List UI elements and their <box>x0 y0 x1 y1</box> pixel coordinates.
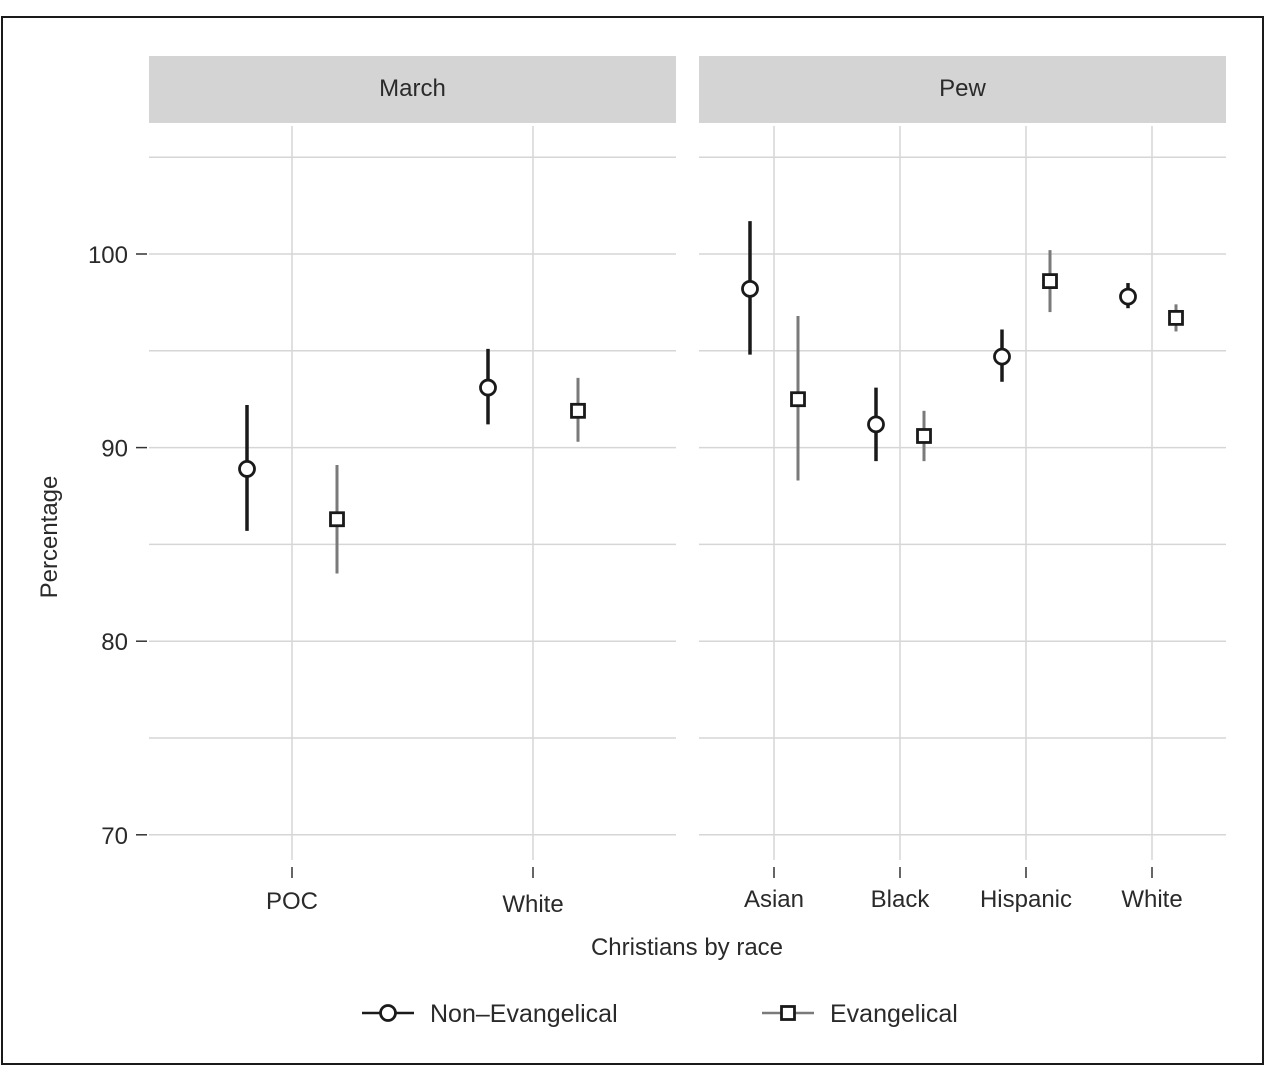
x-tick-label: White <box>1121 886 1182 913</box>
data-point-circle <box>741 279 759 298</box>
data-point-square <box>1168 309 1184 326</box>
data-point-square <box>916 428 932 444</box>
panel-strip-label: Pew <box>939 75 986 102</box>
data-point-circle <box>1119 287 1137 306</box>
legend: Non–Evangelical Evangelical <box>362 1000 958 1028</box>
legend-label: Non–Evangelical <box>430 1000 618 1028</box>
legend-item: Non–Evangelical <box>362 1000 618 1028</box>
axes: POC White Asian Black Hispanic White 70 80 90 100 <box>88 242 1183 918</box>
grid-layer <box>149 126 1226 860</box>
x-tick-label: Hispanic <box>980 886 1072 913</box>
y-tick-label: 80 <box>101 629 128 656</box>
data-point-square <box>329 511 345 528</box>
x-axis-title: Christians by race <box>591 934 783 961</box>
y-tick-label: 90 <box>101 436 128 463</box>
x-tick-label: Asian <box>744 886 804 913</box>
legend-item: Evangelical <box>762 1000 958 1028</box>
x-tick-label: Black <box>871 886 931 913</box>
data-point-circle <box>867 415 885 434</box>
x-tick-label: POC <box>266 888 318 915</box>
data-point-circle <box>479 378 497 397</box>
legend-label: Evangelical <box>830 1000 958 1028</box>
panel-strip-label: March <box>379 75 446 102</box>
data-marks <box>238 221 1184 574</box>
panel-strip <box>149 56 676 123</box>
panel-strip <box>699 56 1226 123</box>
y-tick-label: 70 <box>101 823 128 850</box>
y-tick-label: 100 <box>88 242 128 269</box>
legend-square-icon <box>780 1005 796 1021</box>
data-point-circle <box>993 347 1011 366</box>
figure-frame <box>1 16 1264 1065</box>
data-point-square <box>790 391 806 408</box>
data-point-square <box>570 402 586 419</box>
legend-circle-icon <box>379 1004 397 1022</box>
data-point-square <box>1042 273 1058 290</box>
x-tick-label: White <box>502 891 563 918</box>
panel-strips: March Pew <box>149 56 1226 123</box>
data-point-circle <box>238 459 256 478</box>
y-axis-title: Percentage <box>36 476 63 599</box>
